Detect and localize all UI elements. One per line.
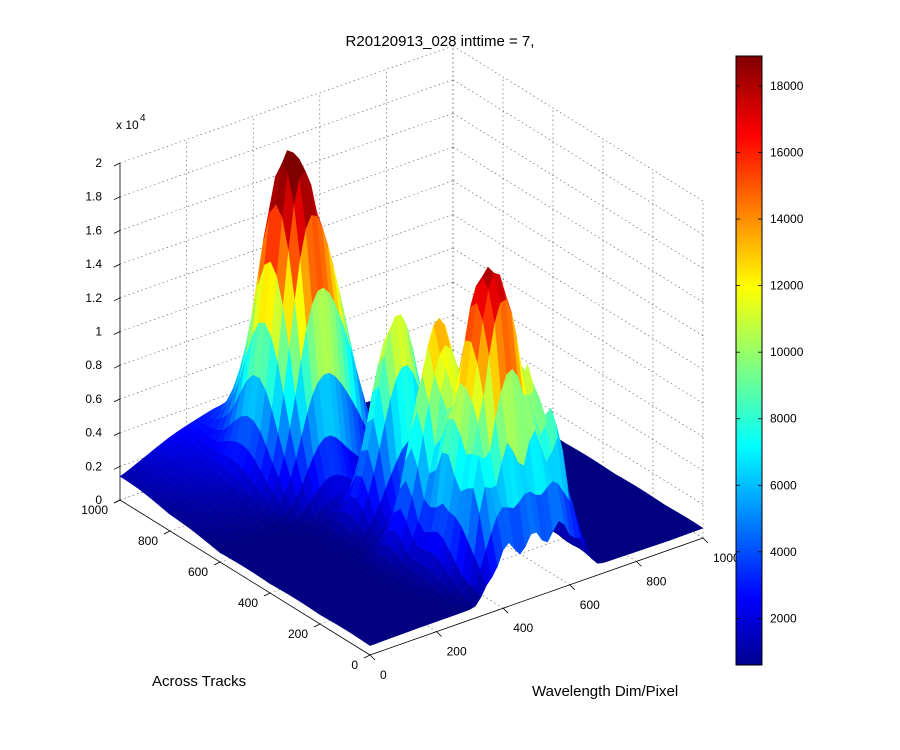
z-tick-label: 0.4 bbox=[85, 426, 102, 440]
grid-line bbox=[452, 113, 704, 269]
wavelength-tick-mark bbox=[436, 631, 442, 637]
z-tick-label: 1.6 bbox=[85, 223, 102, 237]
across-tracks-tick-mark bbox=[113, 499, 121, 504]
across-tracks-tick-mark bbox=[313, 623, 321, 628]
colorbar-tick-label: 8000 bbox=[770, 412, 797, 426]
z-tick-mark bbox=[113, 230, 121, 234]
grid-line bbox=[452, 45, 704, 202]
chart-title: R20120913_028 inttime = 7, bbox=[346, 33, 535, 50]
z-tick-mark bbox=[113, 432, 121, 436]
z-tick-label: 1.2 bbox=[85, 291, 102, 305]
colorbar-ticks: 2000 4000 6000 8000 10000 12000 14000 16000 1800… bbox=[736, 79, 804, 625]
wavelength-tick-mark bbox=[569, 584, 576, 591]
z-tick-mark bbox=[113, 398, 121, 403]
colorbar-tick-label: 4000 bbox=[770, 545, 797, 559]
wavelength-tick-label: 600 bbox=[580, 598, 600, 612]
wavelength-tick-mark bbox=[636, 561, 642, 567]
axis-edge bbox=[119, 499, 371, 656]
wavelength-tick-mark bbox=[702, 537, 709, 544]
colorbar-tick-label: 16000 bbox=[770, 146, 804, 160]
colorbar-tick-label: 12000 bbox=[770, 279, 804, 293]
across-tracks-tick-label: 400 bbox=[238, 596, 258, 610]
across-tracks-tick-mark bbox=[163, 530, 171, 535]
grid-line bbox=[119, 79, 454, 197]
z-tick-label: 0.2 bbox=[85, 459, 102, 473]
wavelength-tick-mark bbox=[369, 654, 376, 661]
z-tick-mark bbox=[113, 263, 121, 268]
z-tick-mark bbox=[113, 196, 121, 201]
axis-edge bbox=[369, 537, 704, 656]
across-tracks-tick-label: 0 bbox=[351, 658, 358, 672]
z-tick-label: 1.4 bbox=[85, 257, 102, 271]
surface-patch bbox=[690, 523, 704, 531]
wavelength-tick-label: 200 bbox=[447, 645, 467, 659]
colorbar: 2000 4000 6000 8000 10000 12000 14000 16000 1800… bbox=[735, 55, 804, 666]
wavelength-axis-ticks: 0 200 400 600 800 1000 bbox=[369, 537, 740, 682]
x-axis-label: Wavelength Dim/Pixel bbox=[532, 683, 678, 700]
across-tracks-tick-mark bbox=[363, 654, 371, 659]
colorbar-tick-label: 14000 bbox=[770, 212, 804, 226]
colorbar-tick-label: 2000 bbox=[770, 611, 797, 625]
z-tick-label: 0.8 bbox=[85, 358, 102, 372]
z-tick-label: 0.6 bbox=[85, 392, 102, 406]
across-tracks-tick-mark bbox=[213, 561, 221, 566]
z-tick-mark bbox=[113, 465, 121, 470]
z-tick-label: 0 bbox=[95, 493, 102, 507]
z-axis-ticks: 0 0.2 0.4 0.6 0.8 1 1.2 1.4 1.6 1.8 2 bbox=[85, 156, 121, 507]
z-tick-label: 1 bbox=[95, 325, 102, 339]
colorbar-gradient bbox=[735, 55, 763, 666]
across-tracks-axis-ticks: 0 200 400 600 800 1000 bbox=[81, 499, 371, 672]
wavelength-tick-mark bbox=[502, 607, 509, 614]
wavelength-tick-label: 0 bbox=[380, 668, 387, 682]
colorbar-tick-label: 6000 bbox=[770, 478, 797, 492]
grid-line bbox=[119, 45, 454, 164]
across-tracks-tick-label: 600 bbox=[188, 565, 208, 579]
across-tracks-tick-mark bbox=[263, 592, 271, 597]
wavelength-tick-label: 1000 bbox=[713, 551, 740, 565]
z-tick-label: 2 bbox=[95, 156, 102, 170]
z-tick-mark bbox=[113, 331, 121, 335]
z-axis-multiplier: x 10 bbox=[116, 118, 139, 132]
colorbar-tick-label: 18000 bbox=[770, 79, 804, 93]
grid-line bbox=[452, 79, 704, 235]
z-tick-label: 1.8 bbox=[85, 190, 102, 204]
y-axis-label: Across Tracks bbox=[152, 673, 246, 690]
z-tick-mark bbox=[113, 297, 121, 302]
wavelength-tick-label: 800 bbox=[646, 574, 666, 588]
colorbar-tick-label: 10000 bbox=[770, 345, 804, 359]
z-axis-multiplier-exponent: 4 bbox=[140, 113, 146, 124]
surface-mesh bbox=[119, 149, 704, 646]
z-tick-mark bbox=[113, 364, 121, 369]
z-tick-mark bbox=[113, 162, 121, 167]
wavelength-tick-label: 400 bbox=[513, 621, 533, 635]
across-tracks-tick-label: 800 bbox=[138, 534, 158, 548]
across-tracks-tick-label: 1000 bbox=[81, 503, 108, 517]
across-tracks-tick-label: 200 bbox=[288, 627, 308, 641]
